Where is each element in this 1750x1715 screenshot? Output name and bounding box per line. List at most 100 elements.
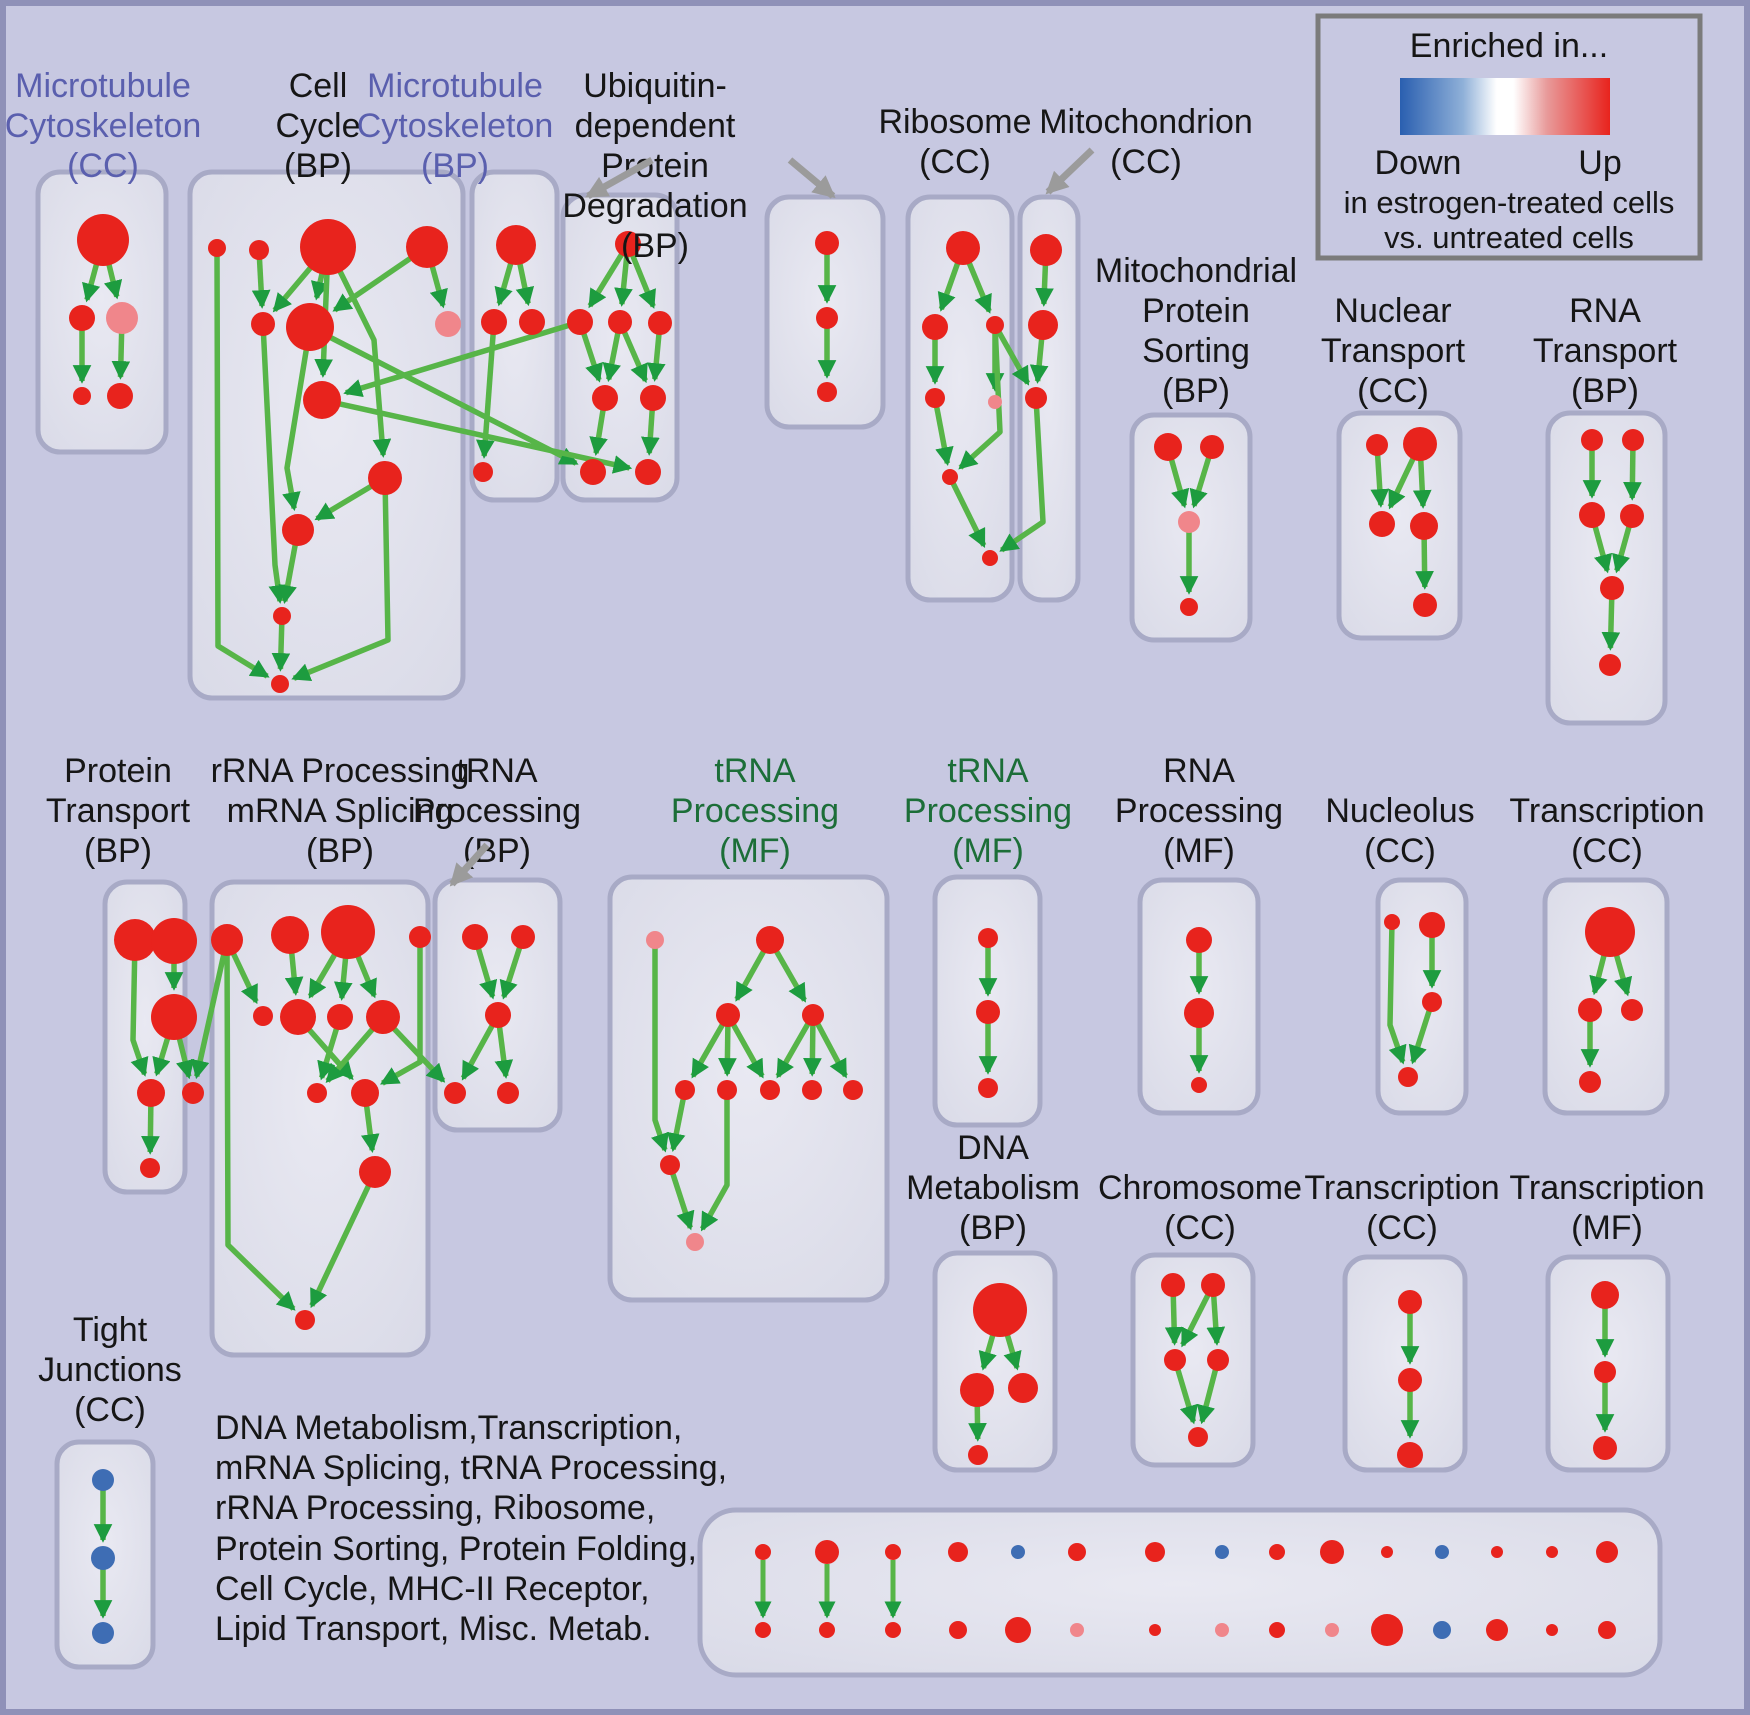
go-term-node-red[interactable] [1269,1544,1285,1560]
go-term-node-red[interactable] [295,1310,315,1330]
go-term-node-red[interactable] [1186,927,1212,953]
go-term-node-red[interactable] [640,385,666,411]
go-term-node-blue[interactable] [1011,1545,1025,1559]
go-term-node-red[interactable] [137,1079,165,1107]
go-term-node-red[interactable] [885,1622,901,1638]
go-term-node-red[interactable] [925,388,945,408]
go-term-node-pink[interactable] [686,1233,704,1251]
go-term-node-red[interactable] [1422,992,1442,1012]
go-term-node-red[interactable] [1591,1281,1619,1309]
go-term-node-red[interactable] [1410,512,1438,540]
go-term-node-red[interactable] [960,1373,994,1407]
go-term-node-red[interactable] [756,926,784,954]
go-term-node-red[interactable] [77,214,129,266]
go-term-node-red[interactable] [1320,1540,1344,1564]
go-term-node-red[interactable] [1366,434,1388,456]
go-term-node-red[interactable] [1398,1067,1418,1087]
go-term-node-red[interactable] [1164,1349,1186,1371]
go-term-node-red[interactable] [327,1004,353,1030]
go-term-node-red[interactable] [817,382,837,402]
go-term-node-red[interactable] [843,1080,863,1100]
go-term-node-red[interactable] [760,1080,780,1100]
go-term-node-red[interactable] [497,1082,519,1104]
go-term-node-red[interactable] [802,1004,824,1026]
go-term-node-red[interactable] [716,1003,740,1027]
go-term-node-red[interactable] [485,1002,511,1028]
go-term-node-red[interactable] [1068,1543,1086,1561]
go-term-node-pink[interactable] [435,311,461,337]
go-term-node-red[interactable] [1599,654,1621,676]
go-term-node-red[interactable] [592,385,618,411]
go-term-node-red[interactable] [1201,1273,1225,1297]
go-term-node-red[interactable] [249,240,269,260]
go-term-node-red[interactable] [208,239,226,257]
go-term-node-pink[interactable] [1325,1623,1339,1637]
go-term-node-red[interactable] [271,916,309,954]
go-term-node-red[interactable] [307,1083,327,1103]
go-term-node-red[interactable] [815,1540,839,1564]
go-term-node-red[interactable] [1381,1546,1393,1558]
go-term-node-red[interactable] [976,1000,1000,1024]
go-term-node-red[interactable] [151,994,197,1040]
go-term-node-red[interactable] [986,316,1004,334]
go-term-node-red[interactable] [1600,576,1624,600]
go-term-node-red[interactable] [946,231,980,265]
go-term-node-red[interactable] [922,314,948,340]
go-term-node-blue[interactable] [1215,1545,1229,1559]
go-term-node-red[interactable] [1184,998,1214,1028]
go-term-node-red[interactable] [1397,1442,1423,1468]
go-term-node-red[interactable] [1598,1621,1616,1639]
go-term-node-red[interactable] [280,999,316,1035]
go-term-node-red[interactable] [968,1445,988,1465]
go-term-node-red[interactable] [802,1080,822,1100]
go-term-node-red[interactable] [1579,502,1605,528]
go-term-node-red[interactable] [253,1006,273,1026]
go-term-node-red[interactable] [1005,1617,1031,1643]
go-term-node-red[interactable] [580,459,606,485]
go-term-node-pink[interactable] [988,395,1002,409]
go-term-node-red[interactable] [1371,1614,1403,1646]
go-term-node-red[interactable] [409,926,431,948]
go-term-node-pink[interactable] [646,931,664,949]
go-term-node-red[interactable] [1369,511,1395,537]
go-term-node-red[interactable] [755,1544,771,1560]
go-term-node-red[interactable] [816,307,838,329]
go-term-node-red[interactable] [978,1078,998,1098]
go-term-node-red[interactable] [69,305,95,331]
go-term-node-red[interactable] [1269,1622,1285,1638]
go-term-node-red[interactable] [1384,914,1400,930]
go-term-node-red[interactable] [1149,1624,1161,1636]
go-term-node-blue[interactable] [91,1546,115,1570]
go-term-node-red[interactable] [1180,598,1198,616]
go-term-node-red[interactable] [1594,1361,1616,1383]
go-term-node-pink[interactable] [1178,511,1200,533]
go-term-node-blue[interactable] [92,1469,114,1491]
go-term-node-red[interactable] [211,924,243,956]
go-term-node-blue[interactable] [1433,1621,1451,1639]
go-term-node-red[interactable] [1620,504,1644,528]
go-term-node-red[interactable] [608,310,632,334]
go-term-node-red[interactable] [366,1000,400,1034]
go-term-node-red[interactable] [1579,1071,1601,1093]
go-term-node-red[interactable] [1546,1624,1558,1636]
go-term-node-red[interactable] [635,459,661,485]
go-term-node-red[interactable] [815,231,839,255]
go-term-node-red[interactable] [1008,1373,1038,1403]
go-term-node-red[interactable] [717,1080,737,1100]
go-term-node-red[interactable] [351,1079,379,1107]
go-term-node-red[interactable] [1596,1541,1618,1563]
go-term-node-red[interactable] [942,469,958,485]
go-term-node-red[interactable] [481,309,507,335]
go-term-node-red[interactable] [1145,1542,1165,1562]
go-term-node-red[interactable] [982,550,998,566]
go-term-node-red[interactable] [140,1158,160,1178]
go-term-node-pink[interactable] [1215,1623,1229,1637]
go-term-node-red[interactable] [303,381,341,419]
go-term-node-red[interactable] [1154,433,1182,461]
go-term-node-red[interactable] [1028,310,1058,340]
go-term-node-red[interactable] [1486,1619,1508,1641]
go-term-node-red[interactable] [1161,1273,1185,1297]
go-term-node-red[interactable] [519,309,545,335]
go-term-node-blue[interactable] [92,1622,114,1644]
go-term-node-red[interactable] [1581,429,1603,451]
